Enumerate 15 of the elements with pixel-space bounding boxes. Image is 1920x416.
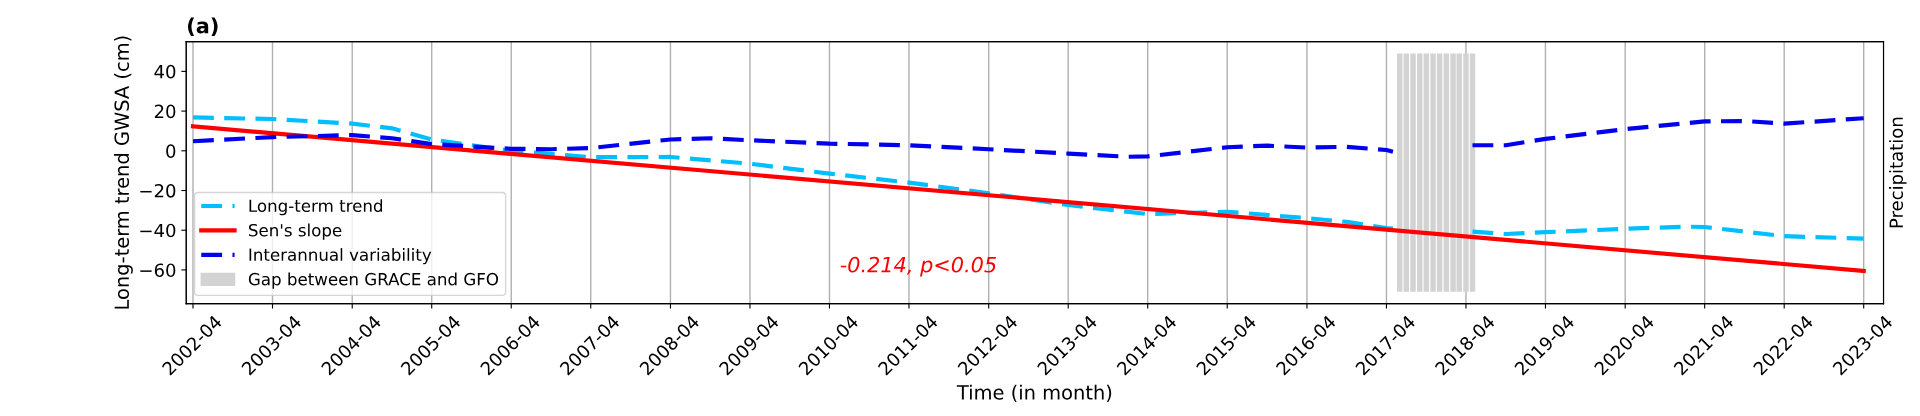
legend-label: Sen's slope bbox=[249, 223, 342, 240]
x-axis-title: Time (in month) bbox=[956, 384, 1112, 402]
y-tick-label: −60 bbox=[140, 263, 176, 278]
y-tick-label: −40 bbox=[140, 223, 176, 238]
legend-label: Interannual variability bbox=[249, 248, 432, 265]
legend-label: Long-term trend bbox=[249, 199, 383, 216]
y-axis-title: Long-term trend GWSA (cm) bbox=[114, 36, 133, 309]
legend-label: Gap between GRACE and GFO bbox=[248, 272, 499, 289]
chart-title: (a) bbox=[188, 17, 218, 37]
y-tick-label: 0 bbox=[166, 144, 176, 158]
y-tick-label: 20 bbox=[154, 104, 176, 119]
annotation: -0.214, p<0.05 bbox=[840, 256, 997, 277]
y-tick-label: 40 bbox=[154, 64, 176, 79]
y2-axis-title: Precipitation bbox=[1889, 117, 1907, 228]
y-tick-label: −20 bbox=[140, 183, 176, 198]
